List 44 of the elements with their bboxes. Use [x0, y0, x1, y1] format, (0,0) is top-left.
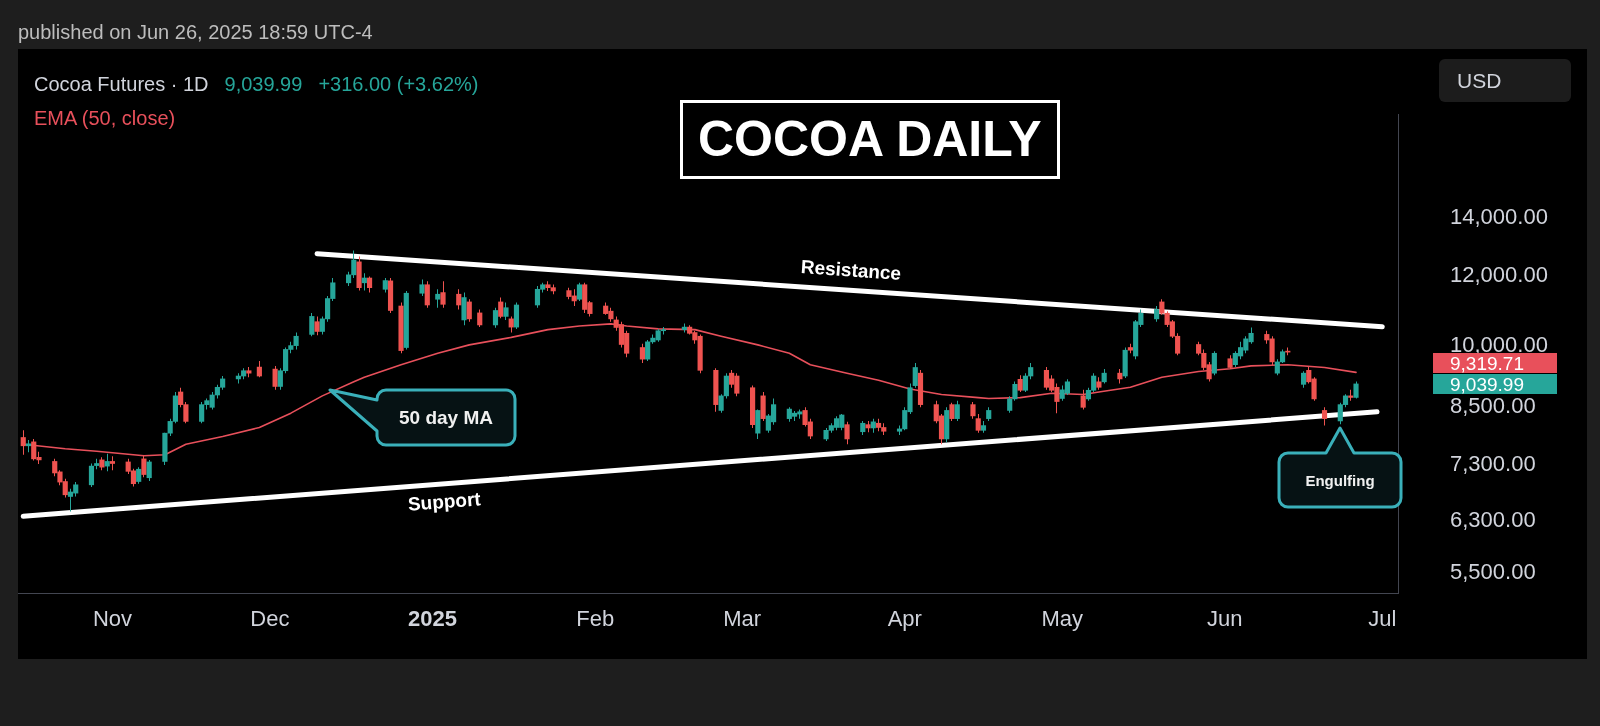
title-frame: COCOA DAILY — [680, 100, 1060, 179]
price-tag: 9,039.99 — [1433, 373, 1557, 394]
x-tick-label: May — [1041, 606, 1083, 632]
candlestick — [1353, 381, 1359, 399]
y-tick-label: 14,000.00 — [1450, 203, 1548, 229]
chart-title: COCOA DAILY — [698, 111, 1042, 167]
candlestick — [503, 302, 509, 320]
x-tick-label: Feb — [576, 606, 615, 632]
candlestick — [398, 302, 404, 354]
x-tick-label: Jun — [1207, 606, 1243, 632]
x-tick-label: Dec — [250, 606, 290, 632]
text: EMA (50, close) — [34, 106, 176, 131]
candlestick — [865, 420, 871, 433]
x-tick-label: Apr — [887, 606, 922, 632]
text: +316.00 (+3.62%) — [318, 72, 479, 97]
x-tick-label: 2025 — [408, 606, 457, 632]
candlestick — [1127, 343, 1133, 354]
candlestick — [419, 279, 425, 296]
text: 9,039.99 — [224, 72, 303, 97]
candlestick — [1012, 381, 1018, 401]
annotation: Engulfing — [1304, 470, 1376, 491]
candlestick — [162, 432, 168, 466]
text: published on Jun 26, 2025 18:59 UTC-4 — [18, 20, 373, 45]
candlestick — [356, 256, 362, 291]
currency-box: USD — [1439, 59, 1571, 102]
y-tick-label: 6,300.00 — [1450, 507, 1536, 533]
x-tick-label: Mar — [723, 606, 762, 632]
x-tick-label: Jul — [1368, 606, 1397, 632]
candlestick — [844, 421, 850, 445]
candlestick — [949, 402, 955, 421]
series-label: Resistance — [800, 256, 902, 284]
price-tag: 9,319.71 — [1433, 352, 1557, 373]
y-tick-label: 12,000.00 — [1450, 262, 1548, 288]
y-tick-label: 8,500.00 — [1450, 393, 1536, 419]
candlestick — [461, 292, 467, 326]
x-tick-label: Nov — [92, 606, 133, 632]
series-label: Support — [407, 488, 483, 515]
annotation: 50 day MA — [398, 405, 494, 430]
y-axis-title: USD — [1457, 69, 1502, 92]
candlestick — [970, 401, 976, 419]
candlestick — [440, 281, 446, 308]
chart-subtitle: Cocoa Futures · 1D — [34, 72, 209, 97]
y-tick-label: 5,500.00 — [1450, 558, 1536, 584]
y-tick-label: 7,300.00 — [1450, 451, 1536, 477]
